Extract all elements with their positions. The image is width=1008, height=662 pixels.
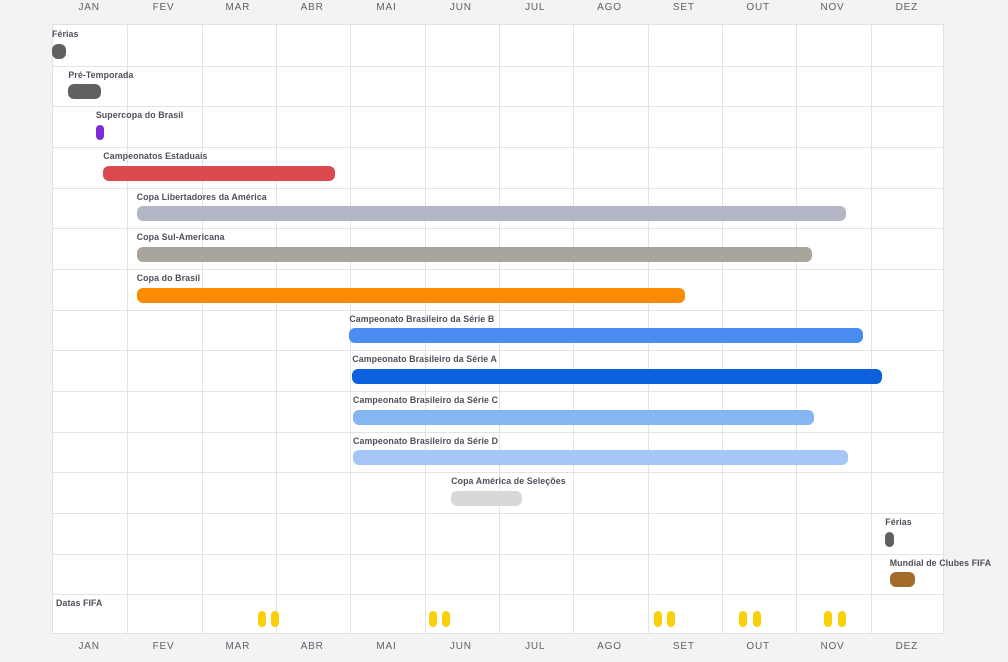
grid-row-line xyxy=(53,228,943,230)
month-label-bottom-dez: DEZ xyxy=(895,641,919,652)
month-label-top-jan: JAN xyxy=(78,2,100,13)
month-label-top-ago: AGO xyxy=(597,2,622,13)
month-label-bottom-jun: JUN xyxy=(449,641,472,652)
month-label-bottom-set: SET xyxy=(672,641,695,652)
gantt-bar xyxy=(95,124,105,140)
grid-row-line xyxy=(53,187,943,189)
grid-row-line xyxy=(53,65,943,67)
grid-row-line xyxy=(53,309,943,311)
fifa-date-marker xyxy=(654,611,663,628)
row-label: Campeonato Brasileiro da Série C xyxy=(353,395,499,405)
month-label-bottom-ago: AGO xyxy=(597,641,622,652)
fifa-date-marker xyxy=(838,611,847,628)
gantt-bar xyxy=(352,368,883,384)
month-label-top-nov: NOV xyxy=(820,2,845,13)
grid-row-line xyxy=(53,147,943,148)
month-label-bottom-jul: JUL xyxy=(525,641,546,652)
row-label: Férias xyxy=(52,29,79,39)
gantt-bar xyxy=(52,43,67,59)
grid-row-line xyxy=(53,594,943,596)
fifa-date-marker xyxy=(428,611,437,628)
gantt-bar xyxy=(353,409,814,425)
fifa-date-marker xyxy=(270,611,279,628)
gantt-bar xyxy=(68,84,102,100)
month-label-bottom-jan: JAN xyxy=(78,641,100,652)
month-label-top-mar: MAR xyxy=(225,2,251,13)
row-label: Copa Libertadores da América xyxy=(136,191,267,202)
month-label-top-out: OUT xyxy=(746,2,770,13)
row-label: Copa Sul-Americana xyxy=(136,232,225,243)
month-label-top-mai: MAI xyxy=(376,2,397,13)
month-label-bottom-out: OUT xyxy=(746,641,770,652)
grid-row-line xyxy=(53,553,943,555)
fifa-date-marker xyxy=(442,611,451,628)
fifa-date-marker xyxy=(257,611,266,628)
grid-row-line xyxy=(53,350,943,352)
grid-row-line xyxy=(53,472,943,474)
grid-row-line xyxy=(53,391,943,392)
row-label: Mundial de Clubes FIFA xyxy=(889,557,992,568)
row-label: Copa América de Seleções xyxy=(451,476,566,487)
gantt-bar xyxy=(885,531,895,547)
grid-row-line xyxy=(53,513,943,514)
row-label: Campeonatos Estaduais xyxy=(103,151,208,161)
month-label-bottom-mar: MAR xyxy=(225,641,251,652)
month-label-bottom-fev: FEV xyxy=(152,641,175,652)
gantt-bar xyxy=(136,206,846,222)
gantt-bar xyxy=(451,490,522,506)
gantt-bar xyxy=(349,328,863,344)
gantt-bar xyxy=(136,246,812,262)
month-label-top-jul: JUL xyxy=(525,2,546,13)
month-label-top-set: SET xyxy=(672,2,695,13)
gantt-bar xyxy=(353,450,849,466)
fifa-date-marker xyxy=(667,611,676,628)
gantt-bar xyxy=(136,287,686,303)
grid-row-line xyxy=(53,431,943,433)
row-label: Férias xyxy=(885,517,912,527)
row-label: Campeonato Brasileiro da Série D xyxy=(353,435,499,446)
fifa-date-marker xyxy=(738,611,747,628)
row-label: Campeonato Brasileiro da Série A xyxy=(352,354,497,365)
grid-row-line xyxy=(53,106,943,108)
gantt-bar xyxy=(103,165,336,181)
month-label-top-jun: JUN xyxy=(449,2,472,13)
gantt-bar xyxy=(889,572,915,588)
fifa-dates-label: Datas FIFA xyxy=(56,598,103,609)
grid-row-line xyxy=(53,269,943,270)
row-label: Supercopa do Brasil xyxy=(95,110,184,121)
row-label: Copa do Brasil xyxy=(136,273,201,283)
fifa-date-marker xyxy=(824,611,833,628)
grid-month-line xyxy=(870,25,872,633)
grid-month-line xyxy=(276,25,277,633)
month-label-top-fev: FEV xyxy=(152,2,175,13)
fifa-date-marker xyxy=(752,611,761,628)
row-label: Pré-Temporada xyxy=(68,69,134,80)
month-label-bottom-mai: MAI xyxy=(376,641,397,652)
grid-month-line xyxy=(127,25,129,633)
month-label-bottom-nov: NOV xyxy=(820,641,845,652)
month-label-top-abr: ABR xyxy=(300,2,324,13)
month-label-bottom-abr: ABR xyxy=(300,641,324,652)
grid-month-line xyxy=(201,25,203,633)
month-label-top-dez: DEZ xyxy=(895,2,919,13)
row-label: Campeonato Brasileiro da Série B xyxy=(349,313,495,324)
